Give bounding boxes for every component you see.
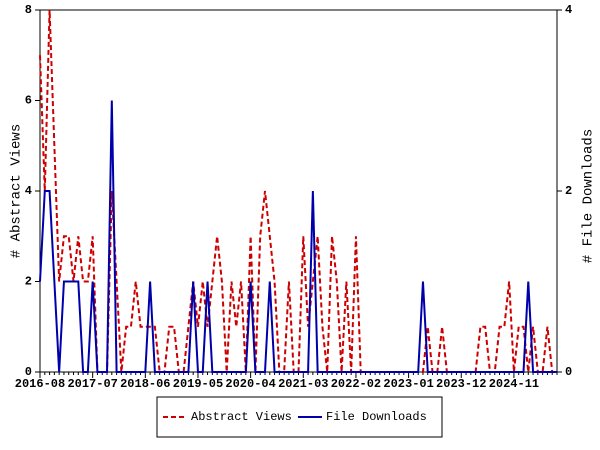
y2-tick-label: 0	[565, 365, 572, 379]
y-tick-label: 6	[25, 94, 32, 108]
legend-label: Abstract Views	[191, 410, 292, 424]
x-tick-label: 2017-07	[67, 377, 117, 391]
y2-axis-label: # File Downloads	[581, 129, 597, 263]
y-tick-label: 4	[25, 184, 32, 198]
x-tick-label: 2018-06	[120, 377, 170, 391]
y-tick-label: 0	[25, 365, 32, 379]
x-tick-label: 2024-11	[489, 377, 539, 391]
x-tick-label: 2016-08	[15, 377, 65, 391]
legend-label: File Downloads	[326, 410, 427, 424]
x-tick-label: 2023-01	[383, 377, 433, 391]
plot-frame	[39, 9, 558, 373]
x-tick-label: 2020-04	[225, 377, 275, 391]
x-tick-label: 2021-03	[278, 377, 328, 391]
y-axis-label: # Abstract Views	[9, 124, 25, 258]
x-tick-label: 2022-02	[331, 377, 381, 391]
y2-tick-label: 2	[565, 184, 572, 198]
series-line	[39, 9, 557, 373]
y-tick-label: 2	[25, 275, 32, 289]
series-line	[39, 100, 557, 373]
x-tick-label: 2023-12	[436, 377, 486, 391]
x-tick-label: 2019-05	[173, 377, 223, 391]
y-tick-label: 8	[25, 3, 32, 17]
y2-tick-label: 4	[565, 3, 572, 17]
